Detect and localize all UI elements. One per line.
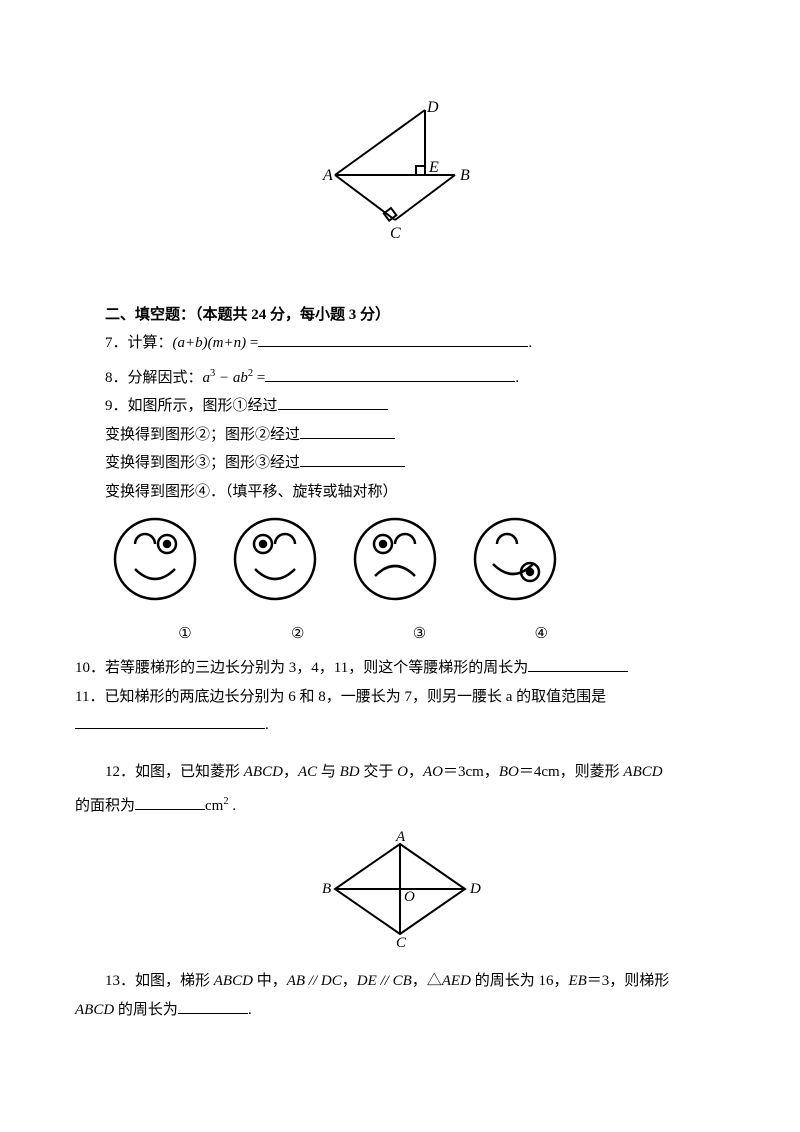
question-7: 7．计算：(a+b)(m+n) =.	[105, 329, 725, 358]
svg-text:C: C	[396, 935, 407, 949]
q13-blank[interactable]	[178, 998, 248, 1014]
q9-blank-3[interactable]	[300, 451, 405, 467]
label-c: C	[390, 225, 401, 242]
question-12-line2: 的面积为cm2 .	[75, 792, 725, 821]
question-10: 10．若等腰梯形的三边长分别为 3，4，11，则这个等腰梯形的周长为	[75, 654, 725, 683]
figure-rhombus: A B C D O	[75, 829, 725, 960]
label-d: D	[426, 100, 439, 116]
question-11: 11．已知梯形的两底边长分别为 6 和 8，一腰长为 7，则另一腰长 a 的取值…	[75, 683, 725, 740]
q11-blank[interactable]	[75, 713, 265, 729]
face-labels: ① ② ③ ④	[135, 620, 725, 649]
question-9: 9．如图所示，图形①经过 变换得到图形②；图形②经过 变换得到图形③；图形③经过…	[105, 392, 725, 506]
svg-text:D: D	[469, 881, 481, 897]
svg-text:B: B	[322, 881, 331, 897]
label-b: B	[460, 167, 470, 184]
label-a: A	[322, 167, 333, 184]
page: A B C D E 二、填空题：（本题共 24 分，每小题 3 分） 7．计算：…	[0, 0, 800, 1064]
q9-blank-2[interactable]	[300, 423, 395, 439]
q9-blank-1[interactable]	[278, 394, 388, 410]
kite-svg: A B C D E	[315, 100, 485, 250]
q7-prefix: 7．计算：	[105, 335, 173, 351]
section-title: 二、填空题：（本题共 24 分，每小题 3 分）	[105, 301, 725, 330]
q7-blank[interactable]	[258, 331, 528, 347]
q8-blank[interactable]	[265, 366, 515, 382]
question-8: 8．分解因式：a3 − ab2 =.	[105, 364, 725, 393]
question-12: 12．如图，已知菱形 ABCD，AC 与 BD 交于 O，AO＝3cm，BO＝4…	[105, 758, 725, 787]
question-13: 13．如图，梯形 ABCD 中，AB // DC，DE // CB，△AED 的…	[105, 967, 725, 996]
label-e: E	[428, 159, 439, 176]
svg-text:A: A	[395, 829, 406, 845]
question-13-line2: ABCD 的周长为.	[75, 996, 725, 1025]
svg-text:O: O	[404, 889, 415, 905]
q12-blank[interactable]	[135, 794, 205, 810]
q10-blank[interactable]	[528, 656, 628, 672]
figure-kite: A B C D E	[75, 100, 725, 261]
faces-figure: ① ② ③ ④	[105, 514, 725, 648]
